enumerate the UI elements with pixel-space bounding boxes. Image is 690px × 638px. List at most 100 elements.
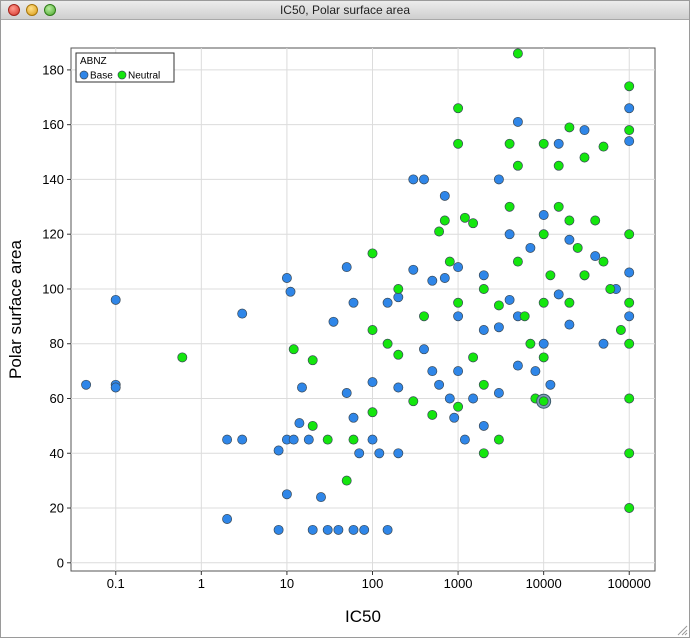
data-point-neutral [478, 379, 489, 390]
x-axis-ticks: 0.1 1 10 100 1000 10000 100000 [107, 571, 651, 591]
scatter-chart[interactable]: 0.1 1 10 100 1000 10000 100000 0 20 40 60 80 100 120… [1, 20, 689, 637]
data-point-base [297, 382, 307, 393]
data-point-neutral [519, 311, 530, 322]
data-point-base [222, 434, 233, 445]
data-point-neutral [624, 229, 635, 240]
data-point-neutral [624, 503, 635, 513]
close-window-icon[interactable] [8, 4, 20, 16]
data-point-neutral [348, 434, 359, 445]
data-point-base [237, 308, 248, 319]
data-point-base [359, 524, 370, 535]
data-point-base [493, 322, 504, 333]
legend-label-base: Base [90, 71, 113, 82]
x-tick-label: 10 [280, 576, 294, 591]
x-axis-title: IC50 [345, 607, 381, 626]
data-point-base [393, 292, 404, 303]
data-point-base [354, 448, 365, 459]
data-point-base [237, 434, 248, 445]
data-point-base [439, 273, 450, 283]
data-point-base [281, 273, 292, 283]
data-point-neutral [453, 297, 464, 308]
data-point-base [81, 379, 92, 390]
data-point-neutral [439, 215, 450, 226]
data-point-neutral [382, 338, 393, 349]
legend[interactable]: ABNZ Base Neutral [75, 52, 175, 83]
data-point-neutral [538, 229, 549, 240]
data-point-neutral [564, 215, 575, 226]
data-point-base [453, 311, 464, 322]
data-point-base [294, 418, 305, 429]
data-point-base [504, 229, 515, 240]
y-tick-label: 160 [42, 117, 64, 132]
data-point-neutral [538, 138, 549, 149]
data-point-neutral [615, 325, 626, 335]
data-point-neutral [468, 352, 479, 363]
data-point-base [624, 136, 635, 147]
data-point-base [367, 377, 378, 388]
data-point-base [285, 286, 296, 297]
data-point-base [393, 448, 404, 459]
data-point-neutral [177, 352, 188, 363]
data-point-neutral [624, 125, 635, 136]
x-tick-label: 10000 [526, 576, 562, 591]
data-point-base [545, 379, 556, 390]
plot-area[interactable] [70, 47, 656, 572]
data-point-neutral [624, 338, 635, 349]
data-point-base [427, 275, 438, 286]
data-point-base [590, 251, 601, 262]
data-point-base [288, 434, 299, 445]
data-point-base [408, 264, 419, 275]
data-point-neutral [512, 48, 523, 59]
title-bar[interactable]: IC50, Polar surface area [1, 1, 689, 20]
data-point-neutral [538, 297, 549, 308]
data-point-base [110, 382, 121, 393]
data-point-base [478, 420, 489, 431]
data-point-neutral [367, 248, 378, 259]
data-point-base [504, 294, 515, 305]
data-point-neutral [453, 138, 464, 149]
data-point-neutral [624, 448, 635, 459]
resize-grip-icon[interactable] [676, 624, 688, 636]
zoom-window-icon[interactable] [44, 4, 56, 16]
data-point-neutral [478, 448, 489, 459]
data-point-base [459, 434, 470, 445]
y-tick-label: 120 [42, 227, 64, 242]
data-point-base [393, 382, 404, 393]
x-tick-label: 1 [198, 576, 205, 591]
minimize-window-icon[interactable] [26, 4, 38, 16]
data-point-base [427, 366, 438, 377]
data-point-neutral [605, 284, 616, 294]
data-point-neutral [598, 256, 609, 267]
data-point-base [453, 366, 464, 377]
data-point-base [307, 524, 318, 535]
data-point-neutral [493, 434, 504, 445]
data-point-neutral [427, 409, 438, 420]
data-point-base [512, 116, 523, 127]
y-tick-label: 40 [50, 446, 64, 461]
data-point-base [624, 103, 635, 114]
data-point-base [579, 125, 590, 136]
y-tick-label: 20 [50, 501, 64, 516]
data-point-neutral [367, 325, 378, 335]
data-point-base [419, 174, 429, 185]
data-point-neutral [512, 160, 523, 171]
data-point-base [453, 262, 464, 273]
data-point-neutral [624, 81, 635, 92]
y-tick-label: 60 [50, 391, 64, 406]
data-point-base [303, 434, 314, 445]
data-point-base [419, 344, 429, 355]
data-point-neutral [504, 201, 515, 212]
data-point-neutral [553, 160, 564, 171]
data-point-neutral [408, 396, 419, 407]
data-point-neutral [459, 212, 470, 223]
x-tick-label: 1000 [444, 576, 473, 591]
data-point-base [553, 289, 564, 300]
highlight-marker [536, 393, 552, 409]
x-tick-label: 0.1 [107, 576, 125, 591]
data-point-neutral [468, 218, 479, 229]
data-point-base [348, 524, 359, 535]
data-point-base [222, 514, 233, 524]
data-point-neutral [393, 284, 404, 294]
data-point-neutral [598, 141, 609, 152]
y-axis-title: Polar surface area [6, 240, 25, 379]
